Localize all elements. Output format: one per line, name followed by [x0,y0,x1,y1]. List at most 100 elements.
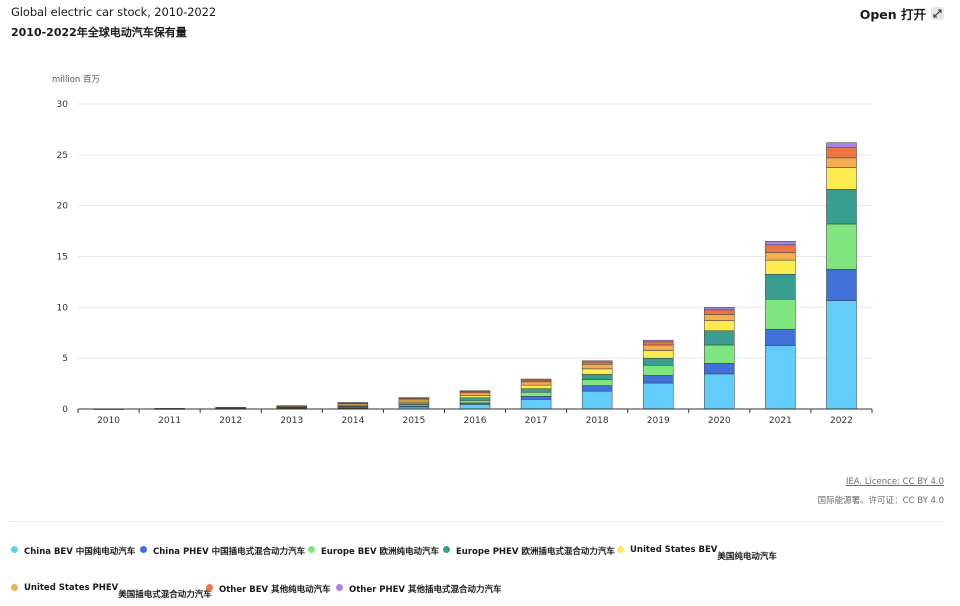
bar-segment [581,374,613,380]
bar-segment [520,384,552,389]
legend-item[interactable]: Other BEV 其他纯电动汽车 [206,583,331,595]
open-button-label: Open 打开 [859,7,926,22]
legend-label: Europe PHEV 欧洲插电式混合动力汽车 [456,547,615,557]
bar-segment [520,381,552,386]
bar-segment [765,328,796,346]
bar-segment [704,320,735,331]
bar-segment [826,223,857,270]
licence-link[interactable]: IEA. Licence: CC BY 4.0 [845,477,944,487]
bar-segment [520,396,552,400]
legend-swatch [11,546,18,553]
bar-segment [581,379,613,386]
bar-segment [826,147,857,159]
stacked-bar-chart: million 百万 0 5 10 15 20 25 30 2010 2011 2012 2013 20… [52,75,873,426]
bar-segment [398,402,430,405]
bar-segment [826,268,857,301]
bar-segment [765,241,796,246]
legend-swatch [308,546,315,553]
x-tick-label: 2010 [97,416,120,426]
chart-subtitle: 2010-2022年全球电动汽车保有量 [11,26,187,39]
bar-segment [581,385,613,392]
legend-label: Other BEV 其他纯电动汽车 [219,585,331,595]
legend-item[interactable]: Other PHEV 其他插电式混合动力汽车 [336,583,501,595]
bar-segment [765,345,796,410]
bar-segment [826,300,857,410]
bar-segment [765,259,796,275]
bar-segment [398,397,430,399]
x-tick-label: 2011 [158,416,181,426]
bar-segment [704,344,735,364]
x-tick-label: 2020 [708,416,731,426]
legend-item[interactable]: Europe BEV 欧洲纯电动汽车 [308,545,439,557]
y-tick-label: 10 [57,303,69,313]
y-tick-label: 15 [57,253,68,263]
open-button[interactable]: Open 打开 [860,4,944,23]
bar-segment [704,314,735,321]
bar-segment [520,388,552,393]
legend-divider [10,521,944,522]
bar-segment [459,390,491,392]
licence-cn: 国际能源署。许可证：CC BY 4.0 [817,496,944,506]
x-tick-label: 2017 [525,416,548,426]
bar-segment [398,398,430,402]
bar-segment [765,252,796,261]
bar-segment [765,244,796,253]
bar-segment [520,378,552,381]
bar-segment [704,309,735,315]
bar-segment [642,375,674,384]
bar-segment [337,402,369,404]
bar-segment [459,397,491,401]
expand-icon [931,7,944,20]
x-tick-label: 2021 [769,416,792,426]
legend-swatch [443,546,450,553]
bar-segment [520,399,552,410]
x-tick-label: 2022 [830,416,853,426]
x-tick-label: 2012 [219,416,242,426]
bar-segment [581,368,613,375]
legend-label-cn: 美国纯电动汽车 [717,552,777,562]
y-tick-label: 25 [57,151,68,161]
legend-label: Other PHEV 其他插电式混合动力汽车 [349,585,502,595]
legend-label: China PHEV 中国插电式混合动力汽车 [153,547,306,557]
bar-segment [826,157,857,168]
legend-label: Europe BEV 欧洲纯电动汽车 [321,547,440,557]
bar-segment [459,395,491,398]
bar-segment [215,407,246,409]
legend-swatch [206,584,213,591]
legend-label-cn: 美国插电式混合动力汽车 [118,590,212,600]
x-tick-label: 2014 [341,416,364,426]
bar-segment [581,390,613,410]
y-axis-unit-label: million 百万 [52,75,100,85]
legend-label: United States PHEV [24,583,119,593]
y-tick-label: 20 [57,202,69,212]
bar-segment [826,189,857,225]
bar-segment [581,361,613,365]
x-tick-label: 2013 [280,416,303,426]
bar-segment [642,350,674,359]
bar-segment [459,392,491,396]
legend-swatch [11,584,18,591]
y-tick-label: 0 [62,405,68,415]
bar-segment [581,364,613,370]
chart-title: Global electric car stock, 2010-2022 [11,5,217,19]
bar-segment [459,404,491,410]
bar-segment [704,363,735,375]
x-tick-label: 2018 [586,416,609,426]
bar-segment [520,391,552,397]
bar-segment [520,379,552,383]
bar-segment [826,142,857,148]
legend-item[interactable]: United States BEV 美国纯电动汽车 [617,545,777,562]
bar-segment [642,357,674,366]
bar-segment [642,365,674,376]
legend-swatch [336,584,343,591]
y-tick-label: 30 [57,100,69,110]
bar-segment [276,405,308,407]
legend-item[interactable]: China BEV 中国纯电动汽车 [11,545,135,557]
x-tick-label: 2016 [464,416,487,426]
bar-segment [826,167,857,190]
legend-item[interactable]: China PHEV 中国插电式混合动力汽车 [140,545,305,557]
legend-item[interactable]: United States PHEV 美国插电式混合动力汽车 [11,583,212,600]
x-tick-label: 2019 [647,416,670,426]
legend-item[interactable]: Europe PHEV 欧洲插电式混合动力汽车 [443,545,615,557]
